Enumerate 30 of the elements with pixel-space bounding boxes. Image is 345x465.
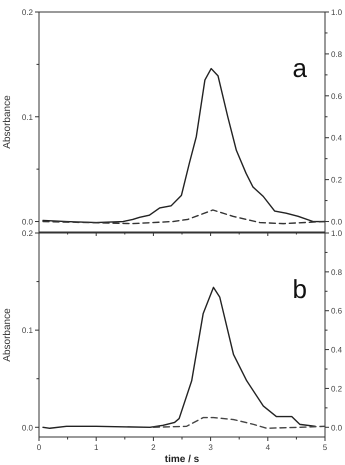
y2-tick-label: 0.4	[331, 346, 343, 355]
annotation: b	[292, 274, 307, 304]
y2-tick-label: 0.0	[331, 218, 343, 227]
y-axis-title: Absorbance	[2, 308, 13, 362]
x-tick-label: 5	[322, 443, 328, 452]
line-series	[152, 416, 326, 429]
y-tick-label: 0.2	[22, 229, 34, 238]
y2-tick-label: 0.2	[331, 176, 343, 185]
y-axis-title: Absorbance	[2, 94, 13, 149]
y2-tick-label: 1.0	[331, 8, 343, 17]
x-axis-title: time / s	[164, 454, 200, 465]
x-tick-label: 3	[208, 443, 214, 452]
y2-tick-label: 0.8	[331, 50, 343, 59]
y-tick-label: 0.0	[22, 423, 34, 432]
y2-tick-label: 0.2	[331, 384, 343, 394]
y2-tick-label: 0.8	[331, 268, 343, 277]
x-tick-label: 1	[94, 443, 99, 452]
x-tick-label: 0	[36, 443, 42, 452]
y2-tick-label: 0.6	[331, 306, 343, 316]
y-tick-label: 0.1	[22, 112, 34, 122]
y-tick-label: 0.1	[22, 326, 34, 336]
y-tick-label: 0.0	[22, 218, 34, 227]
x-tick-label: 2	[151, 443, 156, 452]
y2-tick-label: 0.6	[331, 92, 343, 101]
y2-tick-label: 0.4	[331, 134, 343, 143]
y-tick-label: 0.2	[22, 8, 34, 17]
y2-tick-label: 1.0	[331, 229, 343, 238]
annotation: a	[292, 53, 308, 83]
y2-tick-label: 0.0	[331, 423, 343, 432]
x-tick-label: 4	[266, 443, 271, 452]
